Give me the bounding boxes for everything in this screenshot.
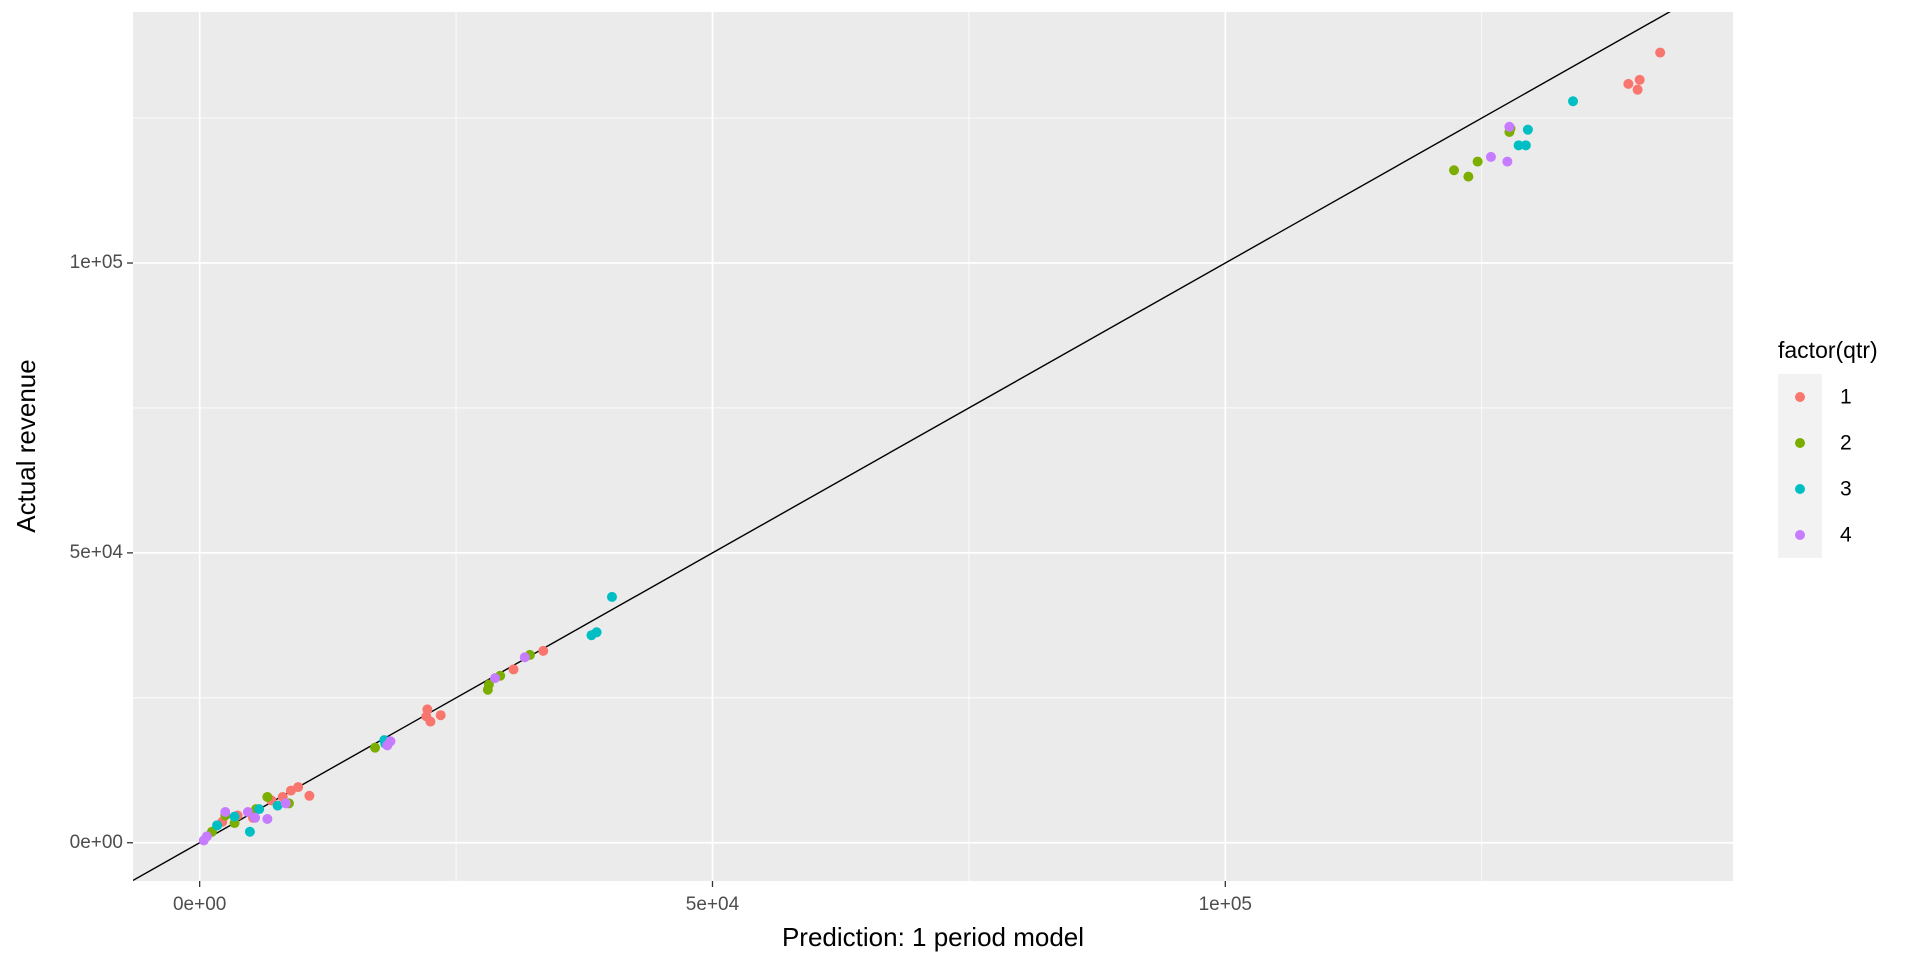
- legend-label: 4: [1840, 524, 1852, 547]
- point: [254, 804, 265, 815]
- point: [1623, 78, 1634, 89]
- point: [421, 711, 432, 722]
- x-tick-label: 5e+04: [686, 894, 740, 915]
- x-tick-label: 1e+05: [1199, 894, 1252, 915]
- point: [242, 807, 253, 818]
- legend-symbol: [1795, 530, 1805, 540]
- point: [1502, 156, 1513, 167]
- point: [1504, 121, 1515, 132]
- point: [1472, 156, 1483, 167]
- point: [250, 812, 261, 823]
- point: [285, 785, 296, 796]
- point: [1632, 84, 1643, 95]
- point: [370, 742, 381, 753]
- legend-symbol: [1795, 484, 1805, 494]
- point: [1449, 165, 1460, 176]
- x-axis-label: Prediction: 1 period model: [782, 922, 1084, 952]
- point: [1520, 140, 1531, 151]
- point: [490, 673, 501, 684]
- legend-label: 2: [1840, 432, 1852, 455]
- point: [262, 791, 273, 802]
- point: [304, 790, 315, 801]
- point: [606, 591, 617, 602]
- legend-title: factor(qtr): [1778, 337, 1878, 363]
- point: [382, 740, 393, 751]
- point: [229, 811, 240, 822]
- legend-label: 3: [1840, 478, 1852, 501]
- point: [272, 800, 283, 811]
- y-tick-label: 0e+00: [70, 832, 123, 853]
- point: [435, 710, 446, 721]
- point: [280, 798, 291, 809]
- point: [244, 826, 255, 837]
- point: [519, 652, 530, 663]
- point: [508, 664, 519, 675]
- plot-area: [133, 12, 1671, 881]
- legend-symbol: [1795, 438, 1805, 448]
- y-tick-label: 1e+05: [70, 252, 123, 273]
- reference-line: [133, 12, 1671, 881]
- point: [586, 630, 597, 641]
- point: [1522, 124, 1533, 135]
- point: [1463, 171, 1474, 182]
- legend-label: 1: [1840, 386, 1852, 409]
- point: [220, 807, 231, 818]
- y-axis-label: Actual revenue: [11, 359, 41, 532]
- legend-symbol: [1795, 392, 1805, 402]
- point: [1655, 47, 1666, 58]
- point: [483, 679, 494, 690]
- point: [212, 820, 223, 831]
- panel: [133, 12, 1733, 881]
- point: [1568, 96, 1578, 107]
- x-tick-label: 0e+00: [173, 894, 226, 915]
- point: [262, 813, 273, 824]
- point: [1485, 151, 1496, 162]
- point: [1634, 74, 1645, 85]
- point: [538, 645, 549, 656]
- point: [201, 831, 212, 842]
- point: [1513, 140, 1524, 151]
- y-tick-label: 5e+04: [70, 542, 124, 563]
